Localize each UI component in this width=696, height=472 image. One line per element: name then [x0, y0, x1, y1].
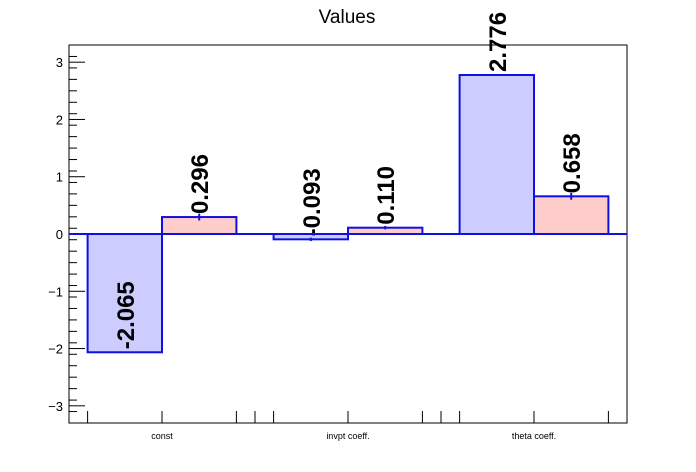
x-tick-label: const [151, 431, 173, 441]
data-label: 0.658 [559, 133, 586, 193]
bar [533, 195, 610, 235]
x-tick-label: invpt coeff. [326, 431, 369, 441]
data-label: -0.093 [299, 168, 326, 236]
chart-title: Values [319, 7, 376, 28]
y-tick-label: −3 [48, 399, 63, 414]
y-tick-label: −1 [48, 284, 63, 299]
bar [458, 74, 536, 235]
data-label: -2.065 [113, 281, 140, 349]
y-tick-label: −2 [48, 342, 63, 357]
plot-area: −3 −2 −1 0 1 2 3 const invpt coeff. theta coeff. -… [48, 12, 628, 441]
x-tick-label: theta coeff. [512, 431, 556, 441]
y-tick-label: 3 [56, 55, 63, 70]
data-label: 0.296 [187, 154, 214, 214]
data-label: 2.776 [485, 12, 512, 72]
y-tick-label: 2 [56, 112, 63, 127]
y-tick-label: 0 [56, 227, 63, 242]
y-tick-label: 1 [56, 170, 63, 185]
data-label: 0.110 [373, 166, 400, 225]
bar [86, 233, 163, 354]
